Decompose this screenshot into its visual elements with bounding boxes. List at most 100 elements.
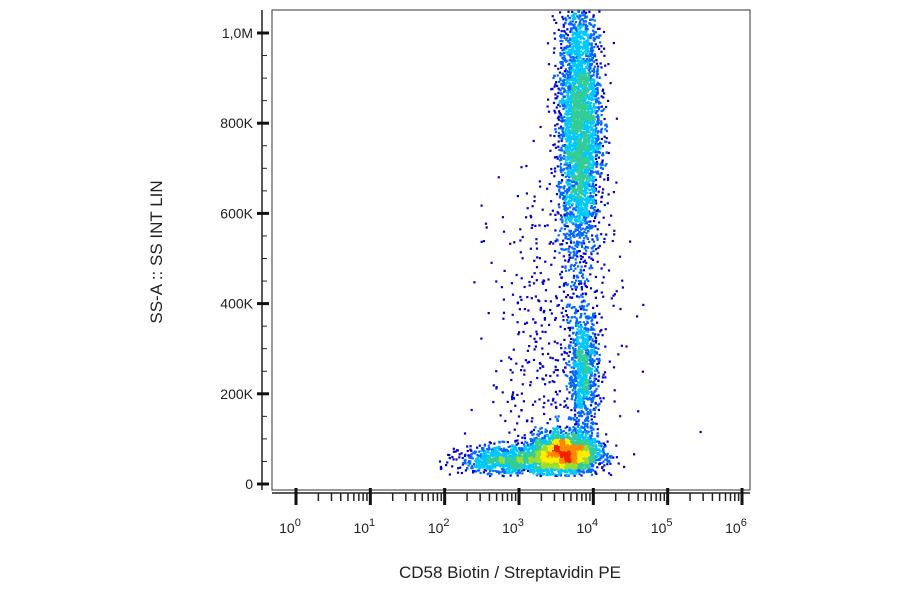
event-dot xyxy=(589,386,592,389)
event-dot xyxy=(574,288,577,291)
event-dot xyxy=(518,467,522,471)
event-dot xyxy=(588,317,591,320)
event-dot xyxy=(592,343,595,346)
event-dot xyxy=(532,452,535,455)
event-dot xyxy=(570,442,574,445)
event-dot xyxy=(584,327,587,330)
event-dot xyxy=(574,423,577,426)
event-dot xyxy=(584,462,588,465)
event-dot xyxy=(507,466,510,469)
event-dot xyxy=(550,461,553,464)
event-dot xyxy=(486,473,489,476)
event-dot xyxy=(581,369,584,372)
event-dot xyxy=(582,450,585,453)
event-dot xyxy=(585,381,588,384)
event-dot xyxy=(593,391,596,394)
event-dot xyxy=(580,344,583,347)
event-dot xyxy=(597,362,601,365)
event-dot xyxy=(583,404,586,407)
event-dot xyxy=(555,449,559,452)
event-dot xyxy=(563,441,566,444)
event-dot xyxy=(556,419,559,422)
event-dot xyxy=(579,412,582,415)
event-dot xyxy=(589,356,592,359)
event-dot xyxy=(447,453,450,456)
event-dot xyxy=(488,456,491,459)
event-dot xyxy=(505,468,508,471)
event-dot xyxy=(578,296,581,299)
event-dot xyxy=(554,447,557,450)
event-dot xyxy=(574,356,578,359)
event-dot xyxy=(533,446,536,449)
event-dot xyxy=(573,474,576,477)
event-dot xyxy=(537,467,540,470)
event-dot xyxy=(513,452,516,455)
event-dot xyxy=(448,473,451,476)
event-dot xyxy=(483,458,486,461)
event-dot xyxy=(583,366,586,369)
event-dot xyxy=(521,464,524,467)
event-dot xyxy=(541,452,544,455)
event-dot xyxy=(579,389,582,392)
event-dot xyxy=(583,397,586,400)
event-dot xyxy=(598,440,601,443)
event-dot xyxy=(553,457,556,460)
event-dot xyxy=(523,443,526,446)
event-dot xyxy=(527,452,530,455)
event-dot xyxy=(587,330,590,333)
event-dot xyxy=(580,442,583,445)
event-dot xyxy=(598,221,601,224)
event-dot xyxy=(574,418,577,422)
event-dot xyxy=(510,448,513,451)
event-dot xyxy=(600,328,603,332)
event-dot xyxy=(590,473,594,476)
event-dot xyxy=(451,465,454,468)
event-dot xyxy=(527,467,530,470)
event-dot xyxy=(575,453,579,456)
event-dot xyxy=(555,474,558,477)
event-dot xyxy=(574,387,577,390)
event-dot xyxy=(586,418,589,421)
event-dot xyxy=(586,359,589,362)
event-dot xyxy=(498,456,501,459)
event-dot xyxy=(486,464,489,467)
event-dot xyxy=(491,450,494,453)
event-dot xyxy=(595,458,598,462)
event-dot xyxy=(477,463,480,466)
event-dot xyxy=(498,441,501,444)
event-dot xyxy=(586,389,589,392)
event-dot xyxy=(571,397,574,400)
event-dot xyxy=(552,449,555,452)
event-dot xyxy=(493,465,496,468)
event-dot xyxy=(583,423,587,426)
event-dot xyxy=(506,441,509,444)
event-dot xyxy=(589,345,592,348)
event-dot xyxy=(602,455,605,458)
event-dot xyxy=(584,395,587,398)
event-dot xyxy=(588,381,592,384)
event-dot xyxy=(505,448,508,451)
event-dot xyxy=(583,337,586,340)
event-dot xyxy=(514,466,517,469)
event-dot xyxy=(587,450,590,453)
event-dot xyxy=(595,351,598,354)
event-dot xyxy=(591,468,594,471)
event-dot xyxy=(476,458,479,462)
event-dot xyxy=(586,469,589,472)
event-dot xyxy=(573,385,576,388)
event-dot xyxy=(556,454,559,457)
event-dot xyxy=(584,424,587,428)
event-dot xyxy=(540,462,543,465)
event-dot xyxy=(589,434,592,437)
event-dot xyxy=(506,452,510,455)
event-dot xyxy=(602,448,605,451)
event-dot xyxy=(565,352,568,355)
event-dot xyxy=(586,304,589,307)
event-dot xyxy=(575,333,578,336)
event-dot xyxy=(573,418,576,421)
event-dot xyxy=(583,459,586,462)
event-dot xyxy=(545,449,548,453)
event-dot xyxy=(555,466,558,469)
event-dot xyxy=(513,464,516,467)
event-dot xyxy=(547,470,550,473)
